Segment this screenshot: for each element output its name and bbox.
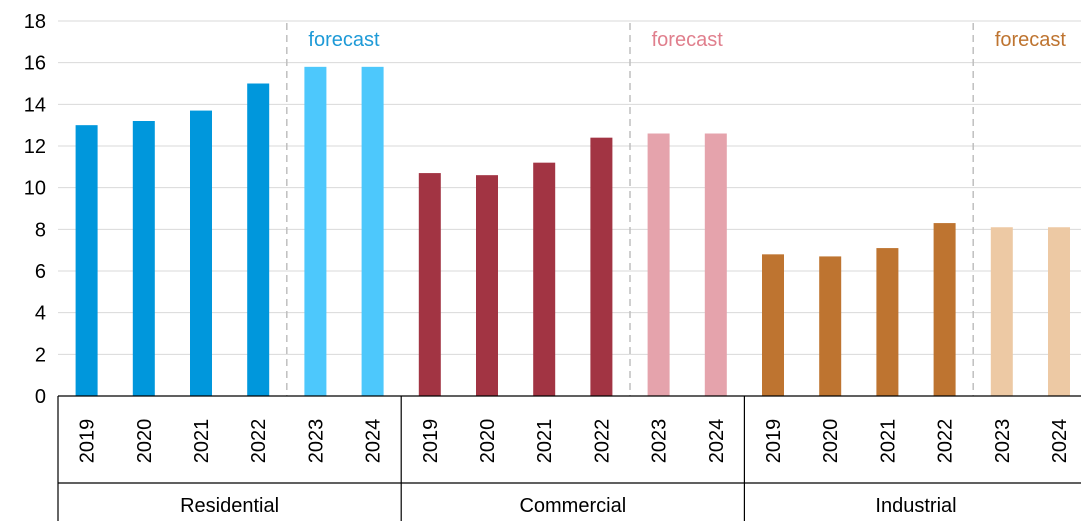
x-tick-label: 2021 bbox=[191, 419, 213, 464]
x-tick-label: 2023 bbox=[992, 419, 1014, 464]
forecast-label: forecast bbox=[652, 29, 724, 51]
bar-industrial-2019 bbox=[762, 254, 784, 396]
x-tick-label: 2021 bbox=[877, 419, 899, 464]
x-tick-label: 2020 bbox=[477, 419, 499, 464]
bar-industrial-2023 bbox=[990, 227, 1013, 396]
y-tick-label: 2 bbox=[35, 344, 46, 366]
bar-industrial-2021 bbox=[876, 248, 899, 396]
x-tick-label: 2022 bbox=[248, 419, 270, 464]
bar-commercial-2021 bbox=[533, 162, 556, 396]
bar-residential-2021 bbox=[190, 110, 212, 396]
bar-commercial-2020 bbox=[476, 175, 498, 396]
forecast-label: forecast bbox=[995, 29, 1067, 51]
bar-residential-2023 bbox=[304, 66, 327, 396]
y-tick-label: 8 bbox=[35, 219, 46, 241]
forecast-labels: forecast forecast forecast bbox=[308, 29, 1066, 51]
bar-residential-2024 bbox=[361, 66, 384, 396]
bars bbox=[75, 66, 1070, 397]
y-tick-label: 4 bbox=[35, 303, 46, 325]
x-tick-label: 2022 bbox=[935, 419, 957, 464]
bar-commercial-2019 bbox=[418, 173, 441, 396]
x-tick-label: 2024 bbox=[363, 419, 385, 464]
group-label-commercial: Commercial bbox=[519, 495, 626, 517]
bar-residential-2019 bbox=[75, 125, 98, 397]
y-tick-label: 14 bbox=[24, 94, 46, 116]
bar-commercial-2022 bbox=[590, 137, 613, 396]
bar-commercial-2024 bbox=[704, 133, 727, 396]
x-tick-label: 2019 bbox=[420, 419, 442, 464]
y-tick-label: 18 bbox=[24, 11, 46, 33]
y-axis-ticks: 0 2 4 6 8 10 12 14 16 18 bbox=[24, 11, 46, 408]
x-tick-label: 2019 bbox=[763, 419, 785, 464]
x-axis: 2019 2020 2021 2022 2023 2024 Residential 2019 2… bbox=[57, 395, 1081, 521]
bar-residential-2022 bbox=[247, 83, 270, 396]
x-tick-label: 2019 bbox=[77, 419, 99, 464]
x-tick-label: 2023 bbox=[649, 419, 671, 464]
x-tick-label: 2024 bbox=[706, 419, 728, 464]
x-tick-label: 2024 bbox=[1049, 419, 1071, 464]
group-label-industrial: Industrial bbox=[875, 495, 956, 517]
x-tick-label: 2021 bbox=[534, 419, 556, 464]
forecast-dividers bbox=[286, 23, 974, 396]
forecast-label: forecast bbox=[308, 29, 380, 51]
y-tick-label: 10 bbox=[24, 178, 46, 200]
x-tick-label: 2022 bbox=[591, 419, 613, 464]
y-tick-label: 0 bbox=[35, 386, 46, 408]
bar-industrial-2024 bbox=[1048, 227, 1070, 396]
y-tick-label: 16 bbox=[24, 53, 46, 75]
x-tick-label: 2020 bbox=[134, 419, 156, 464]
bar-commercial-2023 bbox=[647, 133, 670, 396]
x-tick-label: 2020 bbox=[820, 419, 842, 464]
y-tick-label: 6 bbox=[35, 261, 46, 283]
bar-residential-2020 bbox=[132, 121, 155, 396]
y-tick-label: 12 bbox=[24, 136, 46, 158]
gridlines bbox=[58, 20, 1081, 355]
bar-industrial-2022 bbox=[933, 223, 956, 396]
x-tick-label: 2023 bbox=[305, 419, 327, 464]
group-label-residential: Residential bbox=[180, 495, 279, 517]
bar-industrial-2020 bbox=[819, 256, 842, 396]
